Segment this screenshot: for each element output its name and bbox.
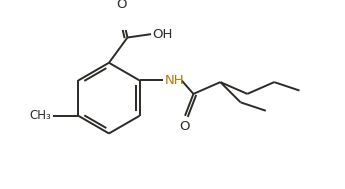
Text: O: O — [116, 0, 127, 11]
Text: OH: OH — [153, 28, 173, 41]
Text: NH: NH — [165, 74, 185, 87]
Text: CH₃: CH₃ — [30, 109, 51, 122]
Text: O: O — [179, 120, 189, 133]
